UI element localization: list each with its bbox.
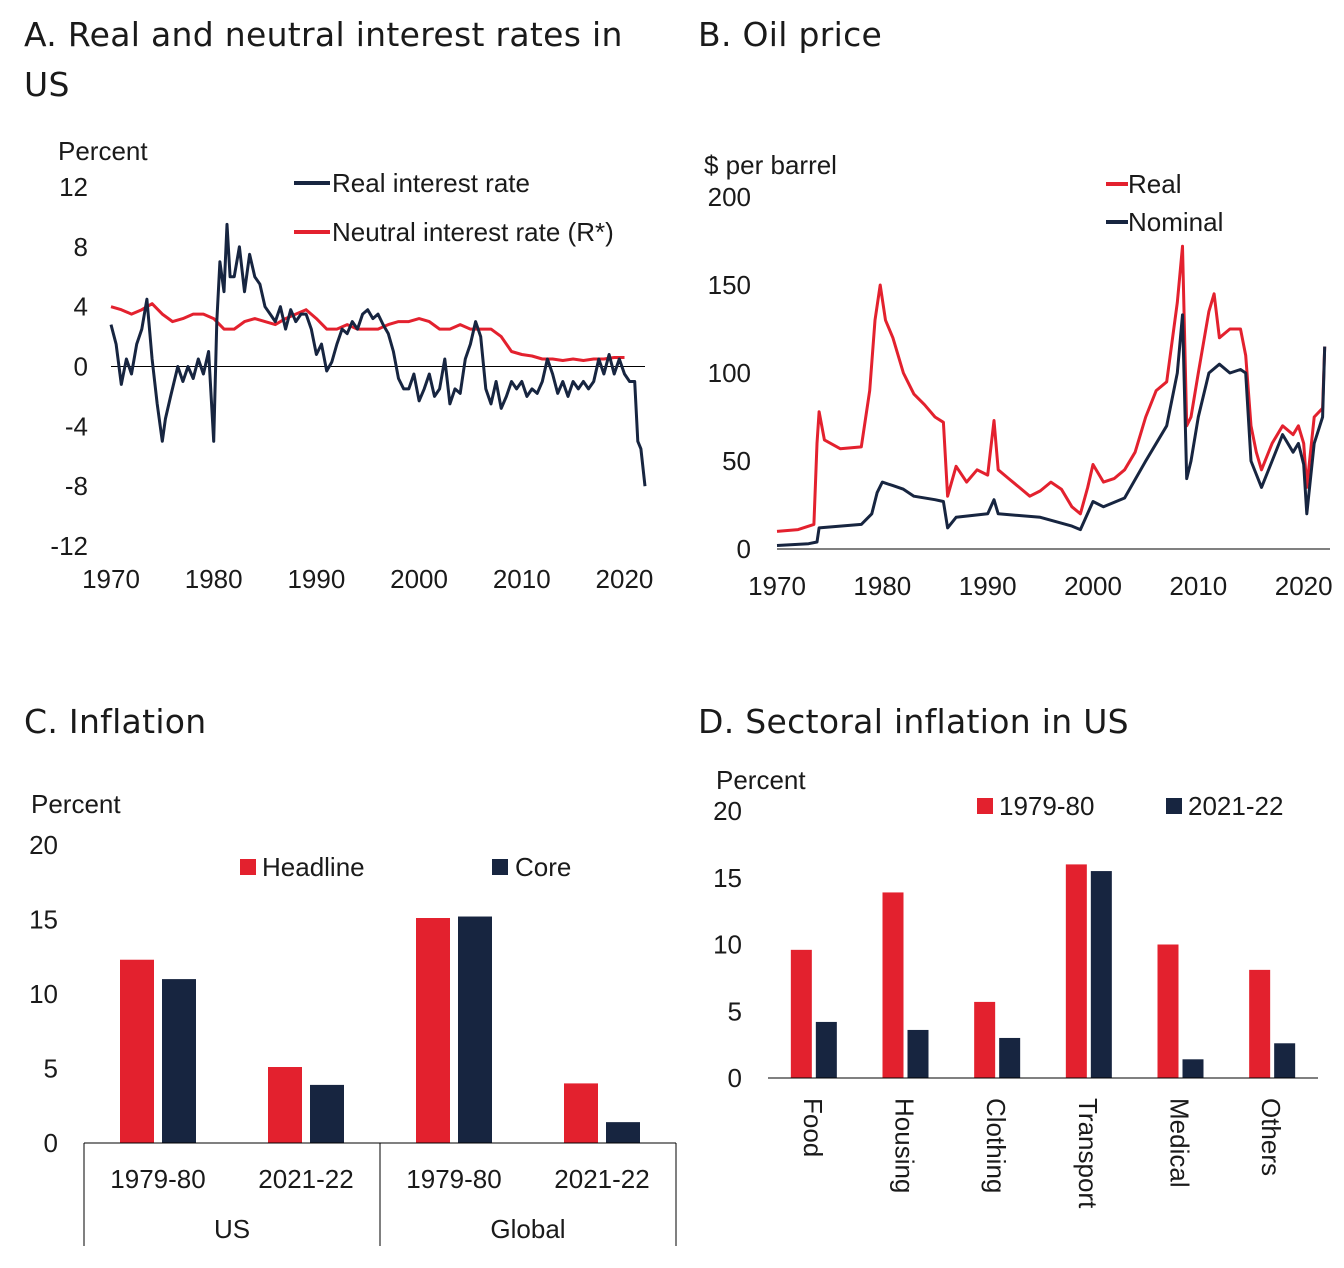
panel-d-unit-label: Percent [716, 765, 806, 795]
panel-d-category-label: Medical [1165, 1098, 1195, 1188]
panel-c-group-label: US [214, 1214, 250, 1244]
panel-c-bar [458, 916, 492, 1143]
panel-c-title: C. Inflation [24, 702, 207, 741]
panel-a-series-line [110, 302, 625, 362]
panel-b-y-tick-label: 50 [722, 446, 751, 476]
panel-b-y-tick-label: 200 [708, 182, 751, 212]
panel-d-bar [790, 949, 812, 1078]
panel-b-x-tick-label: 2010 [1169, 571, 1227, 601]
panel-a-y-tick-label: 8 [74, 232, 88, 262]
panel-a-x-tick-label: 2000 [390, 564, 448, 594]
panel-a-legend-label: Real interest rate [332, 168, 530, 198]
panel-c-category-label: 2021-22 [258, 1164, 353, 1194]
panel-c-legend-label: Core [515, 852, 571, 882]
panel-d-bar [974, 1001, 996, 1078]
panel-d-bar [1065, 864, 1087, 1078]
panel-c-legend-swatch [240, 859, 256, 875]
panel-d-legend-label: 1979-80 [999, 791, 1094, 821]
panel-c-legend-label: Headline [262, 852, 365, 882]
panel-b-series-line [776, 313, 1327, 547]
panel-c-unit-label: Percent [31, 789, 121, 819]
panel-b-x-tick-label: 2020 [1275, 571, 1333, 601]
panel-c-group-label: Global [490, 1214, 565, 1244]
panel-a-y-tick-label: -12 [50, 531, 88, 561]
panel-d-bar [907, 1029, 929, 1078]
panel-d-category-label: Clothing [981, 1098, 1011, 1193]
panel-a-legend-label: Neutral interest rate (R*) [332, 217, 614, 247]
panel-b-unit-label: $ per barrel [704, 150, 837, 180]
panel-b-y-tick-label: 0 [737, 534, 751, 564]
panel-a-unit-label: Percent [58, 136, 148, 166]
panel-d-legend-swatch [977, 798, 993, 814]
panel-c-bar [564, 1083, 598, 1143]
panel-b-x-tick-label: 1970 [748, 571, 806, 601]
panel-a-y-tick-label: -4 [65, 411, 88, 441]
panel-c-legend-swatch [492, 859, 508, 875]
panel-b-title: B. Oil price [698, 15, 883, 54]
panel-d-category-label: Transport [1073, 1098, 1103, 1209]
panel-c-bar [162, 979, 196, 1143]
panel-d-y-tick-label: 10 [713, 930, 742, 960]
panel-a-x-tick-label: 2010 [493, 564, 551, 594]
panel-d-category-label: Food [798, 1098, 828, 1157]
panel-d-y-tick-label: 15 [713, 863, 742, 893]
panel-a-y-tick-label: 12 [59, 172, 88, 202]
panel-d-y-tick-label: 0 [728, 1063, 742, 1093]
panel-b-x-tick-label: 2000 [1064, 571, 1122, 601]
panel-b-y-tick-label: 100 [708, 358, 751, 388]
panel-c-bar [310, 1084, 344, 1143]
panel-a-x-tick-label: 1980 [185, 564, 243, 594]
panel-d-bar [1157, 944, 1179, 1078]
panel-d-legend-swatch [1166, 798, 1182, 814]
panel-b-x-tick-label: 1990 [959, 571, 1017, 601]
panel-a-x-tick-label: 1970 [82, 564, 140, 594]
panel-d-y-tick-label: 20 [713, 796, 742, 826]
panel-d-bar [1274, 1043, 1296, 1078]
panel-c-bar [120, 959, 154, 1143]
panel-d-bar [999, 1037, 1021, 1078]
panel-b-legend-label: Nominal [1128, 207, 1223, 237]
panel-c-y-tick-label: 5 [44, 1054, 58, 1084]
panel-c-bar [416, 918, 450, 1143]
panel-c-category-label: 2021-22 [554, 1164, 649, 1194]
panel-c-y-tick-label: 15 [29, 905, 58, 935]
panel-b-series-line [776, 244, 1327, 533]
panel-c-bar [268, 1067, 302, 1143]
panel-d-category-label: Others [1256, 1098, 1286, 1176]
panel-d-bar [1249, 969, 1271, 1078]
panel-c-y-tick-label: 10 [29, 979, 58, 1009]
panel-d-bar [1182, 1059, 1204, 1078]
panel-d-legend-label: 2021-22 [1188, 791, 1283, 821]
panel-a-y-tick-label: -8 [65, 471, 88, 501]
panel-b-x-tick-label: 1980 [853, 571, 911, 601]
panel-d-bar [882, 892, 904, 1078]
panel-d-category-label: Housing [890, 1098, 920, 1193]
panel-c-category-label: 1979-80 [406, 1164, 501, 1194]
panel-a-x-tick-label: 2020 [596, 564, 654, 594]
panel-a-series-line [109, 222, 647, 487]
panel-d-bar [815, 1021, 837, 1078]
panel-c-category-label: 1979-80 [110, 1164, 205, 1194]
panel-a-x-tick-label: 1990 [287, 564, 345, 594]
panel-b-legend-label: Real [1128, 169, 1181, 199]
panel-c-y-tick-label: 20 [29, 830, 58, 860]
panel-a-y-tick-label: 0 [74, 352, 88, 382]
panel-a-title: A. Real and neutral interest rates in US [24, 15, 623, 104]
panel-c-bar [606, 1122, 640, 1143]
panel-c-y-tick-label: 0 [44, 1128, 58, 1158]
panel-d-y-tick-label: 5 [728, 996, 742, 1026]
panel-d-bar [1090, 871, 1112, 1078]
panel-d-title: D. Sectoral inflation in US [698, 702, 1129, 741]
panel-b-y-tick-label: 150 [708, 270, 751, 300]
panel-a-y-tick-label: 4 [74, 292, 88, 322]
